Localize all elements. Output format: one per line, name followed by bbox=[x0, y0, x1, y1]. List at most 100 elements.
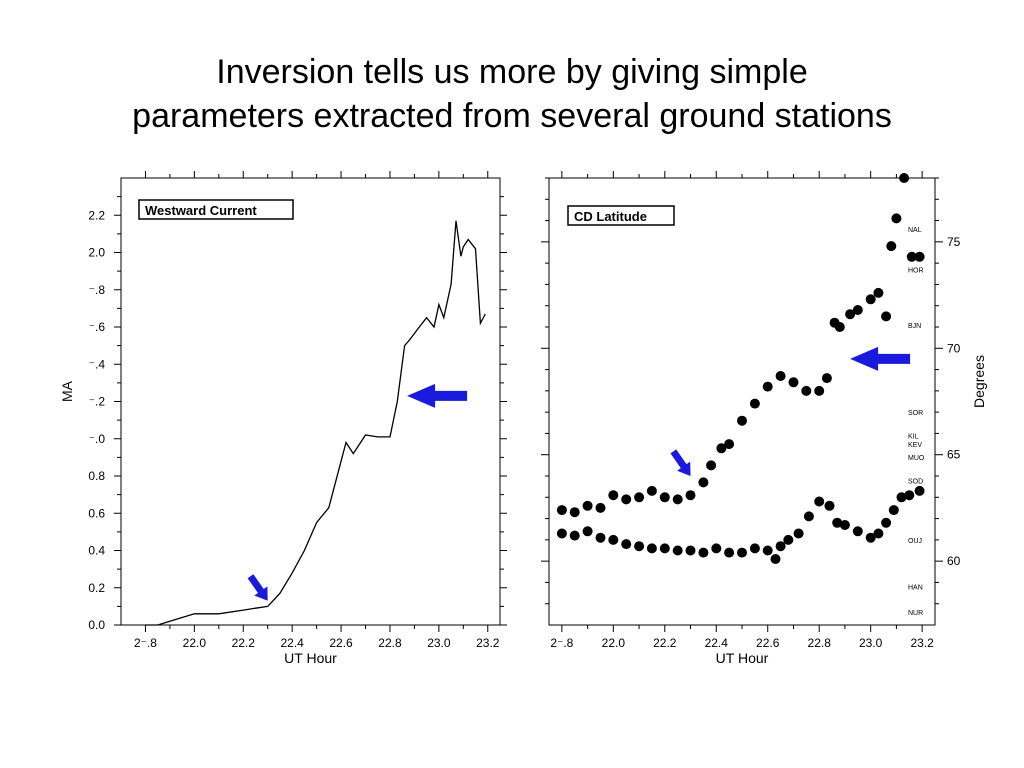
latitude-point-lower bbox=[569, 530, 580, 541]
arrow-down-right-icon bbox=[670, 449, 691, 476]
latitude-point-upper bbox=[788, 377, 799, 388]
latitude-point-upper bbox=[762, 381, 773, 392]
latitude-point-upper bbox=[749, 398, 760, 409]
latitude-point-lower bbox=[824, 500, 835, 511]
x-axis-label: UT Hour bbox=[284, 650, 337, 666]
y-tick-label: 2.0 bbox=[88, 246, 105, 260]
x-tick-label: 23.2 bbox=[476, 636, 500, 650]
y-tick-label: 0.2 bbox=[88, 581, 105, 595]
latitude-point-upper bbox=[595, 502, 606, 513]
y-tick-label: 65 bbox=[947, 448, 961, 462]
slide-title-line-2: parameters extracted from several ground… bbox=[132, 97, 892, 135]
x-tick-label: 22.4 bbox=[705, 636, 729, 650]
arrow-shape bbox=[670, 449, 691, 476]
latitude-point-lower bbox=[832, 517, 843, 528]
latitude-point-upper bbox=[873, 287, 884, 298]
y-axis-label: MA bbox=[59, 380, 75, 402]
latitude-point-lower bbox=[762, 545, 773, 556]
latitude-point-upper bbox=[834, 322, 845, 332]
latitude-point-lower bbox=[737, 547, 747, 558]
station-label: SOR bbox=[908, 410, 923, 417]
latitude-point-lower bbox=[888, 505, 899, 516]
latitude-point-upper bbox=[801, 385, 812, 396]
x-tick-label: 22.0 bbox=[602, 636, 626, 650]
latitude-point-lower bbox=[881, 517, 892, 528]
x-tick-label: 22.2 bbox=[232, 636, 256, 650]
latitude-point-upper bbox=[556, 505, 567, 516]
latitude-point-upper bbox=[914, 251, 925, 262]
latitude-point-upper bbox=[716, 443, 727, 454]
legend-label: CD Latitude bbox=[574, 209, 647, 224]
latitude-point-upper bbox=[865, 294, 876, 305]
latitude-point-lower bbox=[865, 532, 876, 543]
latitude-point-lower bbox=[896, 492, 907, 503]
x-tick-label: 2⁻.8 bbox=[134, 636, 157, 650]
y-tick-label: 60 bbox=[947, 554, 961, 568]
station-label: HOR bbox=[908, 268, 924, 275]
arrow-left-icon bbox=[407, 383, 468, 408]
x-tick-label: 22.4 bbox=[280, 636, 304, 650]
latitude-point-upper bbox=[814, 385, 825, 396]
latitude-point-lower bbox=[582, 526, 593, 537]
x-tick-label: 22.6 bbox=[329, 636, 353, 650]
slide-title: Inversion tells us more by giving simple… bbox=[0, 50, 1024, 138]
latitude-point-upper bbox=[852, 305, 863, 315]
x-tick-label: 22.8 bbox=[378, 636, 402, 650]
latitude-point-upper bbox=[724, 439, 735, 450]
latitude-point-upper bbox=[672, 494, 683, 505]
latitude-point-lower bbox=[783, 534, 794, 545]
latitude-point-upper bbox=[899, 173, 910, 183]
latitude-point-upper bbox=[569, 507, 580, 518]
station-label: KEV bbox=[908, 442, 922, 449]
station-label: KIL bbox=[908, 434, 919, 441]
westward-current-line bbox=[145, 220, 486, 626]
station-label: OUJ bbox=[908, 538, 922, 545]
latitude-point-upper bbox=[698, 477, 709, 488]
y-tick-label: 0.4 bbox=[88, 544, 105, 558]
x-tick-label: 22.6 bbox=[756, 636, 780, 650]
x-tick-label: 23.0 bbox=[859, 636, 883, 650]
arrow-down-right-icon bbox=[247, 574, 268, 601]
y-tick-label: 70 bbox=[947, 341, 961, 355]
y-tick-label: 2.2 bbox=[88, 208, 105, 222]
slide-title-line-1: Inversion tells us more by giving simple bbox=[216, 53, 808, 91]
latitude-point-lower bbox=[711, 543, 722, 554]
latitude-point-lower bbox=[914, 485, 925, 496]
y-tick-label: ⁻.0 bbox=[89, 432, 106, 446]
latitude-point-lower bbox=[873, 528, 884, 539]
latitude-point-lower bbox=[646, 543, 657, 554]
y-tick-label: 0.6 bbox=[88, 506, 105, 520]
latitude-point-lower bbox=[852, 526, 863, 537]
latitude-point-upper bbox=[659, 492, 670, 503]
arrow-left-icon bbox=[850, 346, 911, 371]
latitude-point-lower bbox=[749, 543, 760, 554]
y-tick-label: 0.0 bbox=[88, 618, 105, 632]
latitude-point-upper bbox=[646, 485, 657, 496]
latitude-point-lower bbox=[839, 520, 850, 530]
latitude-point-upper bbox=[634, 492, 645, 503]
x-tick-label: 23.0 bbox=[427, 636, 451, 650]
x-axis-label: UT Hour bbox=[716, 650, 769, 666]
latitude-point-upper bbox=[881, 311, 892, 322]
latitude-point-upper bbox=[621, 494, 632, 505]
latitude-point-lower bbox=[698, 547, 709, 558]
latitude-point-lower bbox=[685, 545, 696, 556]
latitude-point-lower bbox=[634, 541, 645, 552]
latitude-point-lower bbox=[659, 543, 670, 554]
arrow-shape bbox=[247, 574, 268, 601]
latitude-point-upper bbox=[706, 460, 717, 471]
station-label: MUO bbox=[908, 455, 925, 462]
y-tick-label: ⁻.4 bbox=[89, 357, 106, 371]
station-label: NUR bbox=[908, 610, 923, 617]
station-label: BJN bbox=[908, 323, 921, 330]
x-tick-label: 22.0 bbox=[183, 636, 207, 650]
plot-frame bbox=[548, 177, 936, 626]
x-tick-label: 23.2 bbox=[910, 636, 934, 650]
latitude-point-upper bbox=[582, 500, 593, 511]
latitude-point-upper bbox=[891, 213, 902, 224]
latitude-point-lower bbox=[724, 547, 735, 558]
latitude-point-upper bbox=[906, 251, 917, 262]
station-label: HAN bbox=[908, 585, 923, 592]
